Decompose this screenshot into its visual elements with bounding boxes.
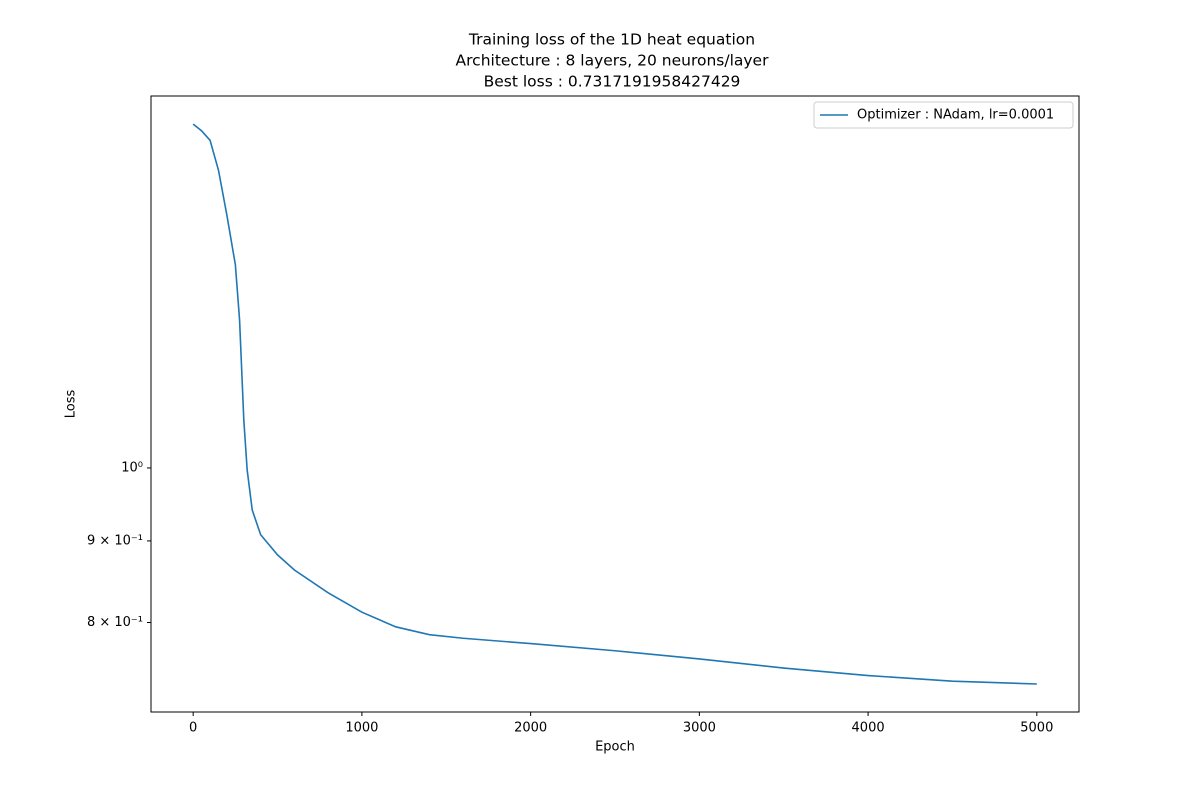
y-tick-label: 9 × 10⁻¹ [87, 533, 143, 548]
plot-frame [150, 95, 1080, 713]
x-axis-label: Epoch [595, 740, 635, 755]
y-tick-label: 8 × 10⁻¹ [87, 615, 143, 630]
x-tick-label: 2000 [514, 721, 547, 736]
chart-title: Training loss of the 1D heat equation [468, 31, 755, 49]
chart-title: Architecture : 8 layers, 20 neurons/laye… [456, 52, 770, 70]
x-tick-label: 1000 [345, 721, 378, 736]
line [192, 123, 1037, 685]
legend-label: Optimizer : NAdam, lr=0.0001 [857, 108, 1054, 123]
x-tick-label: 5000 [1020, 721, 1053, 736]
y-tick-label: 10⁰ [121, 460, 143, 475]
x-tick-label: 3000 [683, 721, 716, 736]
x-tick-label: 4000 [852, 721, 885, 736]
x-tick-label: 0 [189, 721, 197, 736]
y-axis-label: Loss [64, 390, 79, 419]
chart-title: Best loss : 0.7317191958427429 [484, 73, 741, 91]
legend-box [813, 101, 1074, 129]
